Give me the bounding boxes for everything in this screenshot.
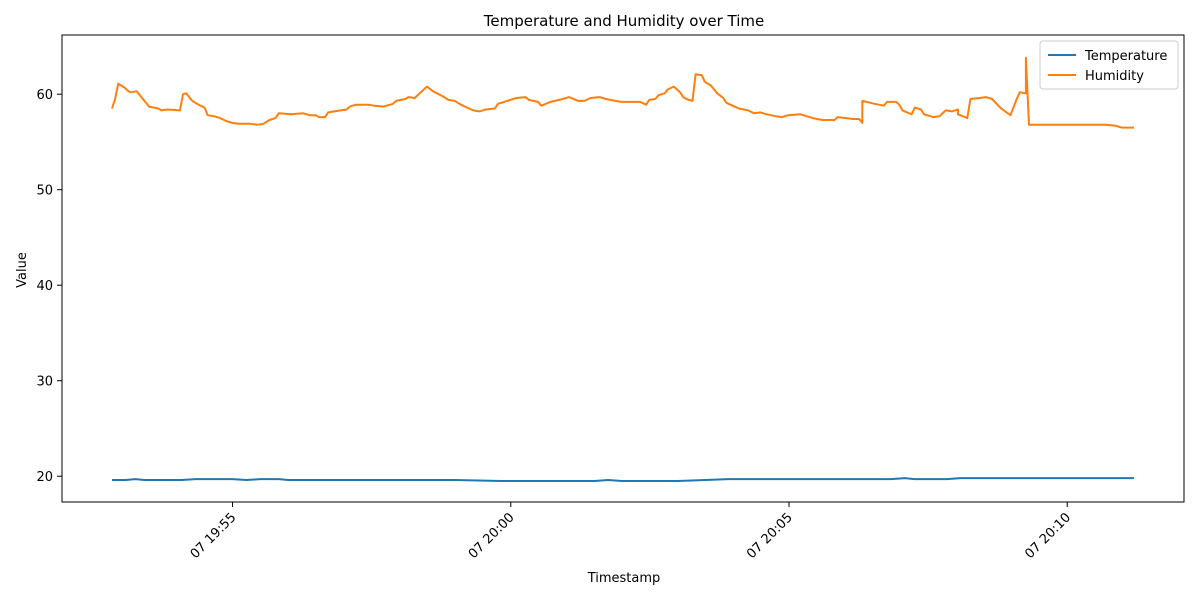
legend-label: Humidity — [1085, 69, 1144, 84]
x-tick-label: 07 20:00 — [466, 510, 518, 562]
y-tick-label: 30 — [36, 375, 53, 390]
legend: Temperature Humidity — [1039, 40, 1179, 90]
series-line-temperature — [112, 477, 1134, 482]
series-line-humidity — [111, 56, 1134, 129]
x-tick-label: 07 20:05 — [744, 510, 796, 562]
y-tick-label: 50 — [36, 184, 53, 199]
x-tick-label: 07 20:10 — [1022, 510, 1074, 562]
y-axis-title: Value — [15, 252, 30, 288]
plot-frame — [61, 34, 1185, 503]
y-tick-label: 60 — [36, 88, 53, 103]
plot-area: 20 30 40 50 60 07 19:55 07 20:00 07 20:05 07 20:… — [36, 34, 1185, 562]
chart-title: Temperature and Humidity over Time — [483, 12, 764, 30]
x-tick-label: 07 19:55 — [188, 510, 240, 562]
legend-label: Temperature — [1084, 49, 1167, 64]
y-tick-label: 20 — [36, 470, 53, 485]
y-tick-label: 40 — [36, 279, 53, 294]
x-axis-title: Timestamp — [587, 571, 661, 586]
legend-box — [1039, 40, 1179, 90]
